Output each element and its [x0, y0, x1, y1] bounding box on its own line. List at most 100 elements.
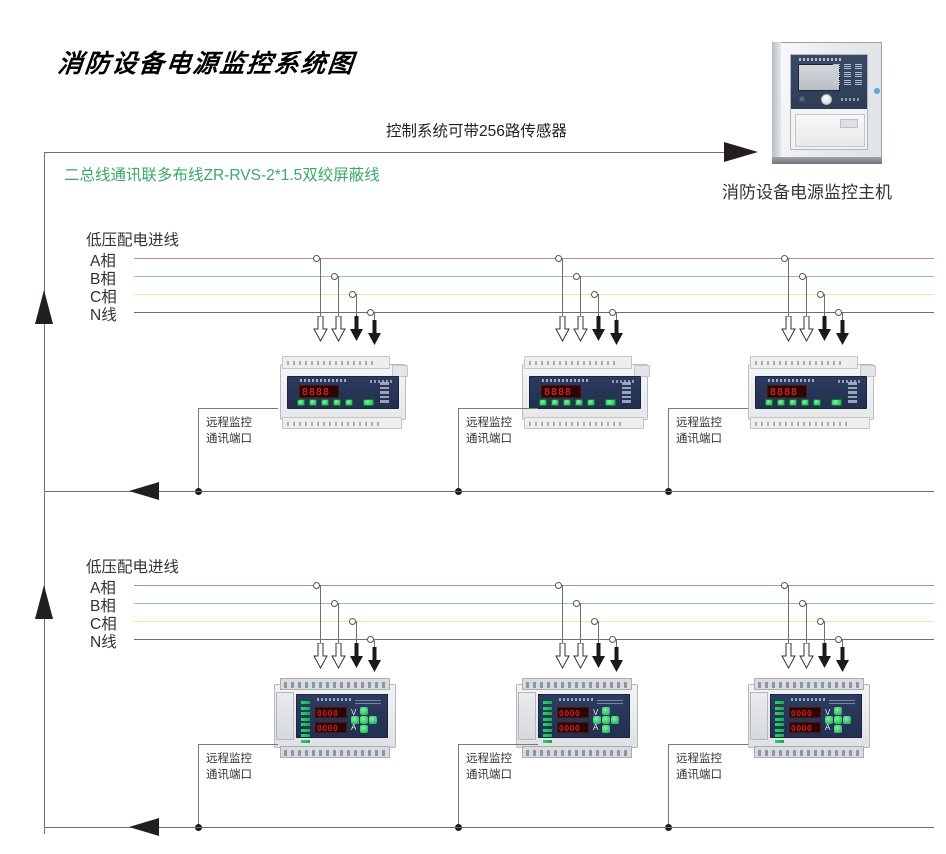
module-brand-icon — [829, 698, 855, 704]
status-led-strip — [622, 382, 631, 403]
key-3[interactable] — [321, 399, 329, 406]
tap-circle-b-b3 — [799, 600, 806, 607]
terminal-block-top — [750, 356, 858, 369]
drop-tap-c-b1 — [349, 621, 364, 669]
drop-tap-b-t2 — [573, 276, 588, 342]
incoming-label-top: 低压配电进线 — [86, 232, 180, 249]
voltage-value: 0000 — [791, 709, 813, 718]
printer-slot-icon — [840, 119, 858, 128]
device-module-t2[interactable]: 8888 — [518, 356, 652, 429]
phase-conductor-a-bottom — [134, 585, 934, 586]
current-display-b2: 0000 — [557, 722, 589, 733]
port-label-t1: 远程监控 通讯端口 — [206, 417, 252, 445]
nav-right-button[interactable] — [843, 716, 851, 724]
drop-tap-a-t2 — [555, 258, 570, 342]
module-title-icon — [791, 698, 827, 701]
comm-branch-arrow-bottom — [129, 818, 159, 836]
key-2[interactable] — [551, 399, 559, 406]
phase-label-a-bottom: A相 — [90, 580, 116, 597]
key-5[interactable] — [587, 399, 595, 406]
callout-leader-top — [458, 744, 538, 745]
status-led-bar — [301, 701, 310, 743]
key-1[interactable] — [297, 399, 305, 406]
port-label-b1: 远程监控 通讯端口 — [206, 753, 252, 781]
terminal-block-bottom — [280, 746, 390, 758]
nav-left-button[interactable] — [825, 716, 833, 724]
keypad[interactable] — [297, 399, 374, 406]
callout-leader-left — [198, 744, 199, 828]
voltage-sense-arrow — [313, 316, 328, 342]
navigation-pad[interactable] — [825, 707, 851, 733]
key-2[interactable] — [777, 399, 785, 406]
key-4[interactable] — [333, 399, 341, 406]
module-title-icon — [768, 379, 814, 382]
tap-circle-c-t3 — [817, 291, 824, 298]
nav-up-button[interactable] — [360, 707, 368, 715]
module-side-tab — [860, 365, 876, 377]
device-module-b3[interactable]: 0000 V 0000 A — [740, 674, 876, 760]
drop-tap-b-b1 — [331, 603, 346, 669]
key-3[interactable] — [563, 399, 571, 406]
module-title-icon — [559, 698, 595, 701]
nav-down-button[interactable] — [360, 725, 368, 733]
reset-button[interactable] — [799, 96, 805, 102]
key-1[interactable] — [539, 399, 547, 406]
phase-label-a-top: A相 — [90, 253, 116, 270]
drop-tap-c-t3 — [817, 294, 832, 342]
keypad[interactable] — [539, 399, 616, 406]
nav-down-button[interactable] — [834, 725, 842, 733]
tap-circle-a-b3 — [781, 582, 788, 589]
nav-right-button[interactable] — [611, 716, 619, 724]
callout-leader-left — [198, 408, 199, 492]
nav-up-button[interactable] — [602, 707, 610, 715]
keypad[interactable] — [765, 399, 842, 406]
nav-ok-button[interactable] — [834, 716, 842, 724]
module-side-tab — [392, 365, 408, 377]
comm-bus-arrow-up-lower — [35, 585, 53, 619]
cabinet-base-shade — [772, 157, 882, 164]
mute-button[interactable] — [821, 94, 832, 105]
key-3[interactable] — [789, 399, 797, 406]
host-control-panel[interactable] — [772, 42, 882, 164]
navigation-pad[interactable] — [351, 707, 377, 733]
nav-right-button[interactable] — [369, 716, 377, 724]
comm-branch-top — [44, 491, 934, 492]
current-unit-b3: A — [825, 723, 831, 732]
device-module-t3[interactable]: 8888 — [744, 356, 878, 429]
nav-up-button[interactable] — [834, 707, 842, 715]
nav-ok-button[interactable] — [602, 716, 610, 724]
voltage-sense-arrow — [573, 316, 588, 342]
tap-circle-a-t3 — [781, 255, 788, 262]
callout-leader-left — [668, 408, 669, 492]
key-1[interactable] — [765, 399, 773, 406]
comm-bus-top-horizontal — [44, 152, 750, 153]
tap-circle-a-b2 — [555, 582, 562, 589]
key-enter[interactable] — [363, 399, 374, 406]
module-brand-icon — [838, 380, 860, 383]
module-left-column — [518, 692, 536, 740]
key-2[interactable] — [309, 399, 317, 406]
phase-conductor-c-bottom — [134, 621, 934, 622]
nav-left-button[interactable] — [593, 716, 601, 724]
nav-ok-button[interactable] — [360, 716, 368, 724]
key-4[interactable] — [575, 399, 583, 406]
led-display-value: 8888 — [302, 387, 331, 398]
device-module-t1[interactable]: 8888 — [276, 356, 410, 429]
printer-door[interactable] — [795, 114, 865, 147]
device-module-b2[interactable]: 0000 V 0000 A — [508, 674, 644, 760]
nav-down-button[interactable] — [602, 725, 610, 733]
tap-circle-c-b3 — [817, 618, 824, 625]
key-enter[interactable] — [831, 399, 842, 406]
nav-left-button[interactable] — [351, 716, 359, 724]
port-callout-t2: 远程监控 通讯端口 — [458, 408, 542, 492]
key-4[interactable] — [801, 399, 809, 406]
tap-circle-n-b1 — [367, 636, 374, 643]
status-led-bar — [775, 701, 784, 743]
key-5[interactable] — [813, 399, 821, 406]
device-module-b1[interactable]: 0000 V 0000 A — [266, 674, 402, 760]
key-5[interactable] — [345, 399, 353, 406]
key-enter[interactable] — [605, 399, 616, 406]
current-sense-arrow — [836, 647, 849, 672]
drop-tap-n-t3 — [835, 312, 850, 346]
navigation-pad[interactable] — [593, 707, 619, 733]
